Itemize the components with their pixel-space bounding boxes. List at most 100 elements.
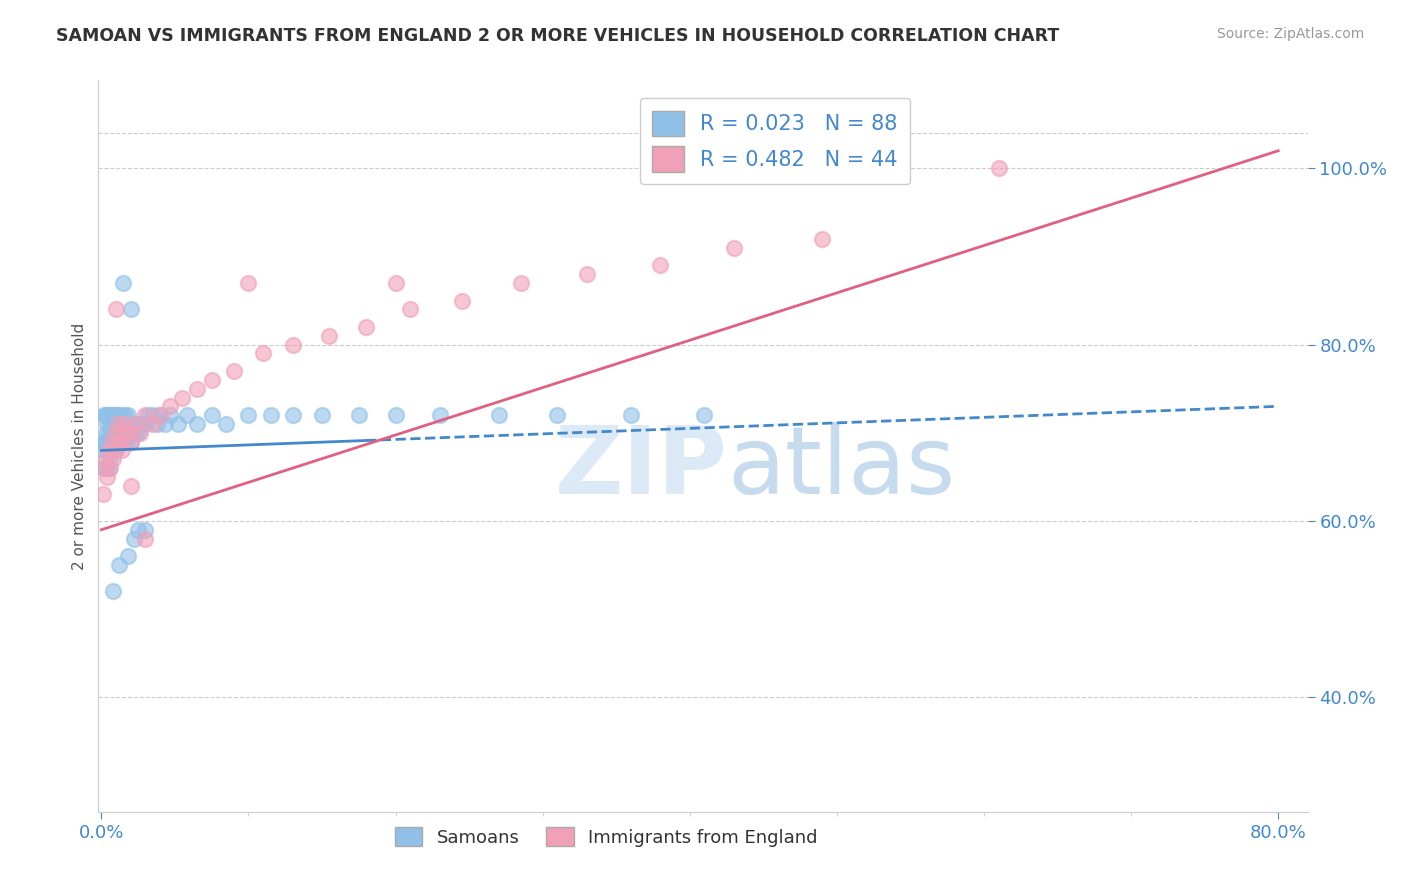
Point [142, 417, 165, 431]
Point [107, 434, 129, 449]
Point [96, 417, 118, 431]
Point [112, 276, 135, 290]
Point [97, 434, 120, 449]
Point [125, 417, 148, 431]
Point [112, 425, 135, 440]
Point [186, 382, 208, 396]
Point [97, 408, 120, 422]
Text: atlas: atlas [727, 422, 956, 514]
Point [97, 461, 120, 475]
Point [281, 337, 304, 351]
Point [114, 408, 136, 422]
Point [131, 417, 153, 431]
Point [142, 408, 165, 422]
Point [104, 425, 127, 440]
Point [281, 408, 304, 422]
Point [450, 293, 472, 308]
Point [153, 417, 176, 431]
Point [93, 408, 115, 422]
Point [128, 425, 150, 440]
Point [384, 276, 406, 290]
Point [105, 425, 128, 440]
Point [215, 417, 238, 431]
Point [111, 425, 134, 440]
Point [120, 302, 142, 317]
Text: Source: ZipAtlas.com: Source: ZipAtlas.com [1216, 27, 1364, 41]
Point [172, 391, 194, 405]
Point [101, 408, 124, 422]
Point [811, 232, 834, 246]
Point [149, 408, 172, 422]
Point [115, 417, 138, 431]
Point [311, 408, 333, 422]
Point [201, 408, 224, 422]
Point [166, 417, 188, 431]
Point [105, 302, 128, 317]
Point [121, 425, 143, 440]
Point [114, 425, 136, 440]
Text: ZIP: ZIP [554, 422, 727, 514]
Point [101, 434, 124, 449]
Point [134, 408, 156, 422]
Point [108, 434, 131, 449]
Point [114, 417, 136, 431]
Point [127, 523, 149, 537]
Point [94, 408, 117, 422]
Point [201, 373, 224, 387]
Point [134, 532, 156, 546]
Point [575, 267, 598, 281]
Point [98, 461, 121, 475]
Point [252, 346, 274, 360]
Point [122, 417, 145, 431]
Point [138, 408, 160, 422]
Point [100, 408, 122, 422]
Point [91, 487, 114, 501]
Point [93, 461, 115, 475]
Point [111, 408, 134, 422]
Point [104, 443, 127, 458]
Point [120, 417, 142, 431]
Point [259, 408, 281, 422]
Point [117, 425, 139, 440]
Point [238, 276, 260, 290]
Point [111, 443, 134, 458]
Point [98, 417, 121, 431]
Point [112, 434, 135, 449]
Point [693, 408, 716, 422]
Point [96, 443, 118, 458]
Point [105, 443, 128, 458]
Point [112, 417, 135, 431]
Point [101, 417, 124, 431]
Point [238, 408, 260, 422]
Point [100, 434, 122, 449]
Point [107, 417, 129, 431]
Point [104, 425, 127, 440]
Point [987, 161, 1010, 176]
Point [107, 417, 129, 431]
Point [122, 532, 145, 546]
Point [384, 408, 406, 422]
Point [127, 425, 149, 440]
Point [98, 452, 121, 467]
Point [488, 408, 510, 422]
Point [104, 408, 127, 422]
Point [115, 434, 138, 449]
Point [94, 452, 117, 467]
Point [318, 329, 340, 343]
Point [650, 258, 672, 272]
Point [159, 400, 181, 414]
Point [146, 417, 169, 431]
Point [105, 408, 128, 422]
Point [118, 425, 141, 440]
Point [97, 443, 120, 458]
Point [124, 417, 146, 431]
Point [117, 549, 139, 563]
Point [101, 452, 124, 467]
Point [117, 425, 139, 440]
Point [96, 408, 118, 422]
Point [97, 425, 120, 440]
Point [94, 434, 117, 449]
Point [120, 434, 142, 449]
Point [108, 408, 131, 422]
Point [620, 408, 643, 422]
